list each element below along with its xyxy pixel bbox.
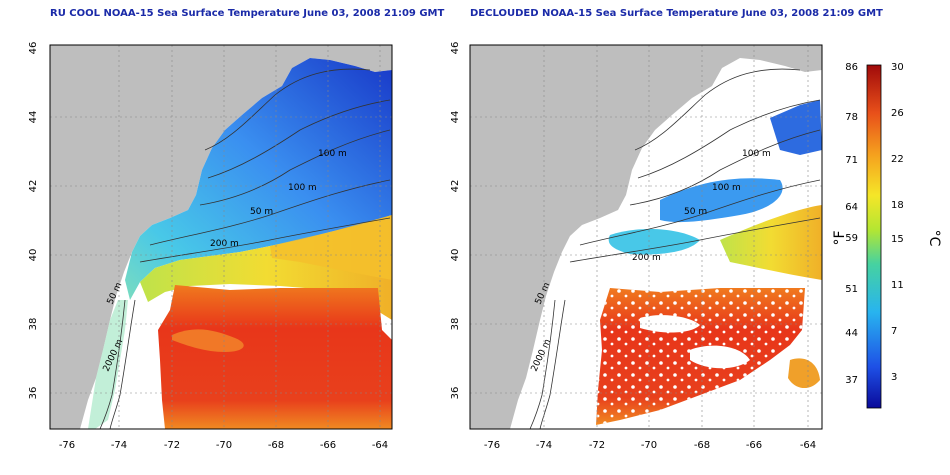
right-graticule [470, 45, 822, 429]
left-label-200m: 200 m [210, 239, 239, 249]
c-tick-15: 15 [891, 234, 904, 245]
left-coastal-shelf [88, 300, 128, 429]
right-label-200m: 200 m [632, 253, 661, 263]
right-label-50m-a: 50 m [684, 207, 707, 217]
right-x-tick-70: -70 [641, 440, 657, 451]
right-y-tick-36: 36 [450, 387, 461, 400]
right-map-border [469, 44, 823, 430]
right-x-axis: -76 -74 -72 -70 -68 -66 -64 [484, 440, 816, 451]
f-tick-86: 86 [845, 62, 858, 73]
left-y-tick-36: 36 [28, 387, 39, 400]
left-y-tick-42: 42 [28, 180, 39, 193]
left-x-tick-72: -72 [164, 440, 180, 451]
f-tick-37: 37 [845, 375, 858, 386]
right-y-tick-46: 46 [450, 42, 461, 55]
right-y-tick-38: 38 [450, 318, 461, 331]
c-tick-18: 18 [891, 200, 904, 211]
colorbar-c-ticks: 30 26 22 18 15 11 7 3 [891, 62, 904, 383]
left-graticule [50, 45, 392, 429]
right-label-100m-b: 100 m [712, 183, 741, 193]
c-tick-7: 7 [891, 326, 897, 337]
left-map: 100 m 100 m 50 m 200 m 50 m 2000 m -76 -… [28, 42, 393, 451]
right-map: 100 m 100 m 50 m 200 m 50 m 2000 m -76 -… [450, 42, 823, 451]
f-tick-64: 64 [845, 202, 858, 213]
colorbar-f-ticks: 86 78 71 64 59 51 44 37 [845, 62, 858, 386]
right-label-100m-a: 100 m [742, 149, 771, 159]
left-x-tick-74: -74 [111, 440, 127, 451]
left-map-border [49, 44, 393, 430]
colorbar-f-label: °F [832, 230, 848, 245]
right-cool-patch-gulf [660, 178, 783, 223]
colorbar-c-label: °C [926, 230, 942, 247]
right-y-tick-42: 42 [450, 180, 461, 193]
colorbar-gradient [866, 64, 882, 409]
c-tick-22: 22 [891, 154, 904, 165]
c-tick-3: 3 [891, 372, 897, 383]
right-y-tick-44: 44 [450, 111, 461, 124]
left-isobaths [99, 68, 391, 430]
right-x-tick-74: -74 [536, 440, 552, 451]
right-x-tick-76: -76 [484, 440, 500, 451]
left-y-tick-44: 44 [28, 111, 39, 124]
colorbar: 86 78 71 64 59 51 44 37 30 26 22 18 15 1… [832, 62, 942, 409]
left-panel-title: RU COOL NOAA-15 Sea Surface Temperature … [50, 8, 445, 19]
left-x-tick-64: -64 [372, 440, 388, 451]
left-land [50, 45, 392, 429]
right-x-tick-66: -66 [746, 440, 762, 451]
left-y-tick-38: 38 [28, 318, 39, 331]
right-cloud-gap-b [690, 345, 750, 369]
left-x-tick-66: -66 [320, 440, 336, 451]
f-tick-44: 44 [845, 328, 858, 339]
left-y-axis: 36 38 40 42 44 46 [28, 42, 39, 400]
f-tick-71: 71 [845, 155, 858, 166]
right-isobaths [529, 68, 821, 430]
left-y-tick-40: 40 [28, 249, 39, 262]
right-cool-patch-shelf [608, 228, 700, 255]
f-tick-51: 51 [845, 284, 858, 295]
left-label-50m-a: 50 m [250, 207, 273, 217]
left-warm-water [158, 285, 392, 429]
right-land [470, 45, 822, 429]
right-y-tick-40: 40 [450, 249, 461, 262]
left-x-tick-68: -68 [268, 440, 284, 451]
left-label-100m-b: 100 m [288, 183, 317, 193]
left-mid-water [270, 215, 392, 280]
f-tick-78: 78 [845, 112, 858, 123]
left-warm-eddy [172, 329, 244, 352]
c-tick-26: 26 [891, 108, 904, 119]
left-label-100m-a: 100 m [318, 149, 347, 159]
right-x-tick-64: -64 [800, 440, 816, 451]
c-tick-11: 11 [891, 280, 904, 291]
f-tick-59: 59 [845, 233, 858, 244]
left-x-tick-70: -70 [216, 440, 232, 451]
right-y-axis: 36 38 40 42 44 46 [450, 42, 461, 400]
right-mid-patch [720, 205, 822, 280]
left-y-tick-46: 46 [28, 42, 39, 55]
right-x-tick-68: -68 [694, 440, 710, 451]
left-x-axis: -76 -74 -72 -70 -68 -66 -64 [59, 440, 388, 451]
c-tick-30: 30 [891, 62, 904, 73]
left-x-tick-76: -76 [59, 440, 75, 451]
right-panel-title: DECLOUDED NOAA-15 Sea Surface Temperatur… [470, 8, 883, 19]
right-warm-patch-se [788, 358, 820, 389]
right-x-tick-72: -72 [589, 440, 605, 451]
